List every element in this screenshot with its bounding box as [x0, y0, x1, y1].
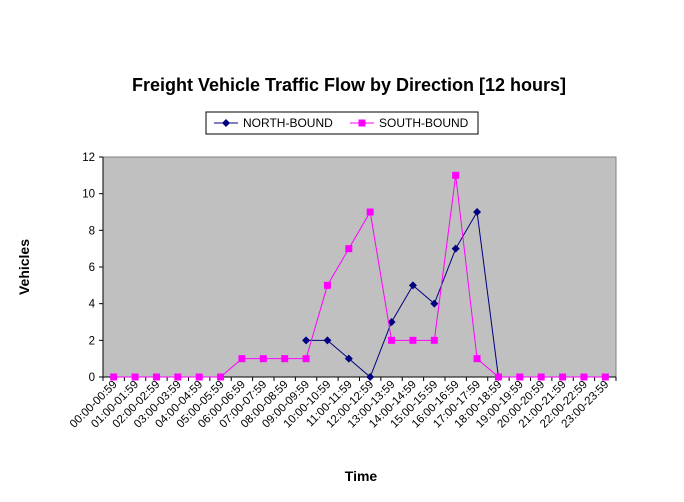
data-point: [452, 171, 460, 179]
data-point: [323, 336, 332, 345]
data-point: [451, 244, 460, 253]
data-point: [110, 373, 118, 381]
y-axis: 0 2 4 6 8 10 12: [82, 152, 104, 384]
data-point: [238, 355, 246, 363]
data-point: [516, 373, 524, 381]
series-layer: [110, 171, 609, 381]
data-point: [174, 373, 182, 381]
x-axis-title: Time: [345, 468, 378, 484]
y-tick-label: 4: [89, 299, 96, 311]
y-axis-title: Vehicles: [16, 239, 32, 295]
legend: NORTH-BOUND SOUTH-BOUND: [205, 111, 479, 135]
plot-area: [102, 156, 617, 378]
chart-title: Freight Vehicle Traffic Flow by Directio…: [132, 75, 566, 95]
data-point: [430, 299, 439, 308]
data-point: [195, 373, 203, 381]
data-point: [152, 373, 160, 381]
series-2: [110, 171, 609, 381]
data-point: [409, 336, 417, 344]
data-point: [430, 336, 438, 344]
y-tick-label: 6: [89, 262, 95, 274]
legend-marker: [358, 119, 366, 127]
legend-box: [205, 111, 479, 135]
y-tick-label: 0: [89, 372, 95, 384]
data-point: [494, 373, 502, 381]
data-point: [473, 355, 481, 363]
data-point: [131, 373, 139, 381]
data-point: [601, 373, 609, 381]
data-point: [366, 208, 374, 216]
data-point: [580, 373, 588, 381]
data-point: [259, 355, 267, 363]
legend-label: SOUTH-BOUND: [379, 116, 469, 130]
data-point: [345, 245, 353, 253]
data-point: [388, 336, 396, 344]
y-tick-label: 10: [82, 189, 95, 201]
data-point: [302, 336, 311, 345]
x-axis: 00:00-00:5901:00-01:5902:00-02:5903:00-0…: [68, 376, 617, 431]
data-point: [473, 208, 482, 216]
data-point: [559, 373, 567, 381]
y-tick-label: 8: [89, 225, 95, 237]
data-point: [217, 373, 225, 381]
legend-label: NORTH-BOUND: [243, 116, 333, 130]
y-tick-label: 12: [82, 152, 95, 164]
data-point: [302, 355, 310, 363]
data-point: [366, 373, 375, 381]
data-point: [387, 318, 396, 326]
data-point: [281, 355, 289, 363]
y-tick-label: 2: [89, 335, 95, 347]
data-point: [344, 354, 353, 363]
series-line: [113, 175, 606, 378]
data-point: [323, 281, 331, 289]
data-point: [537, 373, 545, 381]
legend-marker: [222, 119, 230, 127]
series-line: [306, 210, 499, 378]
data-point: [408, 281, 417, 290]
